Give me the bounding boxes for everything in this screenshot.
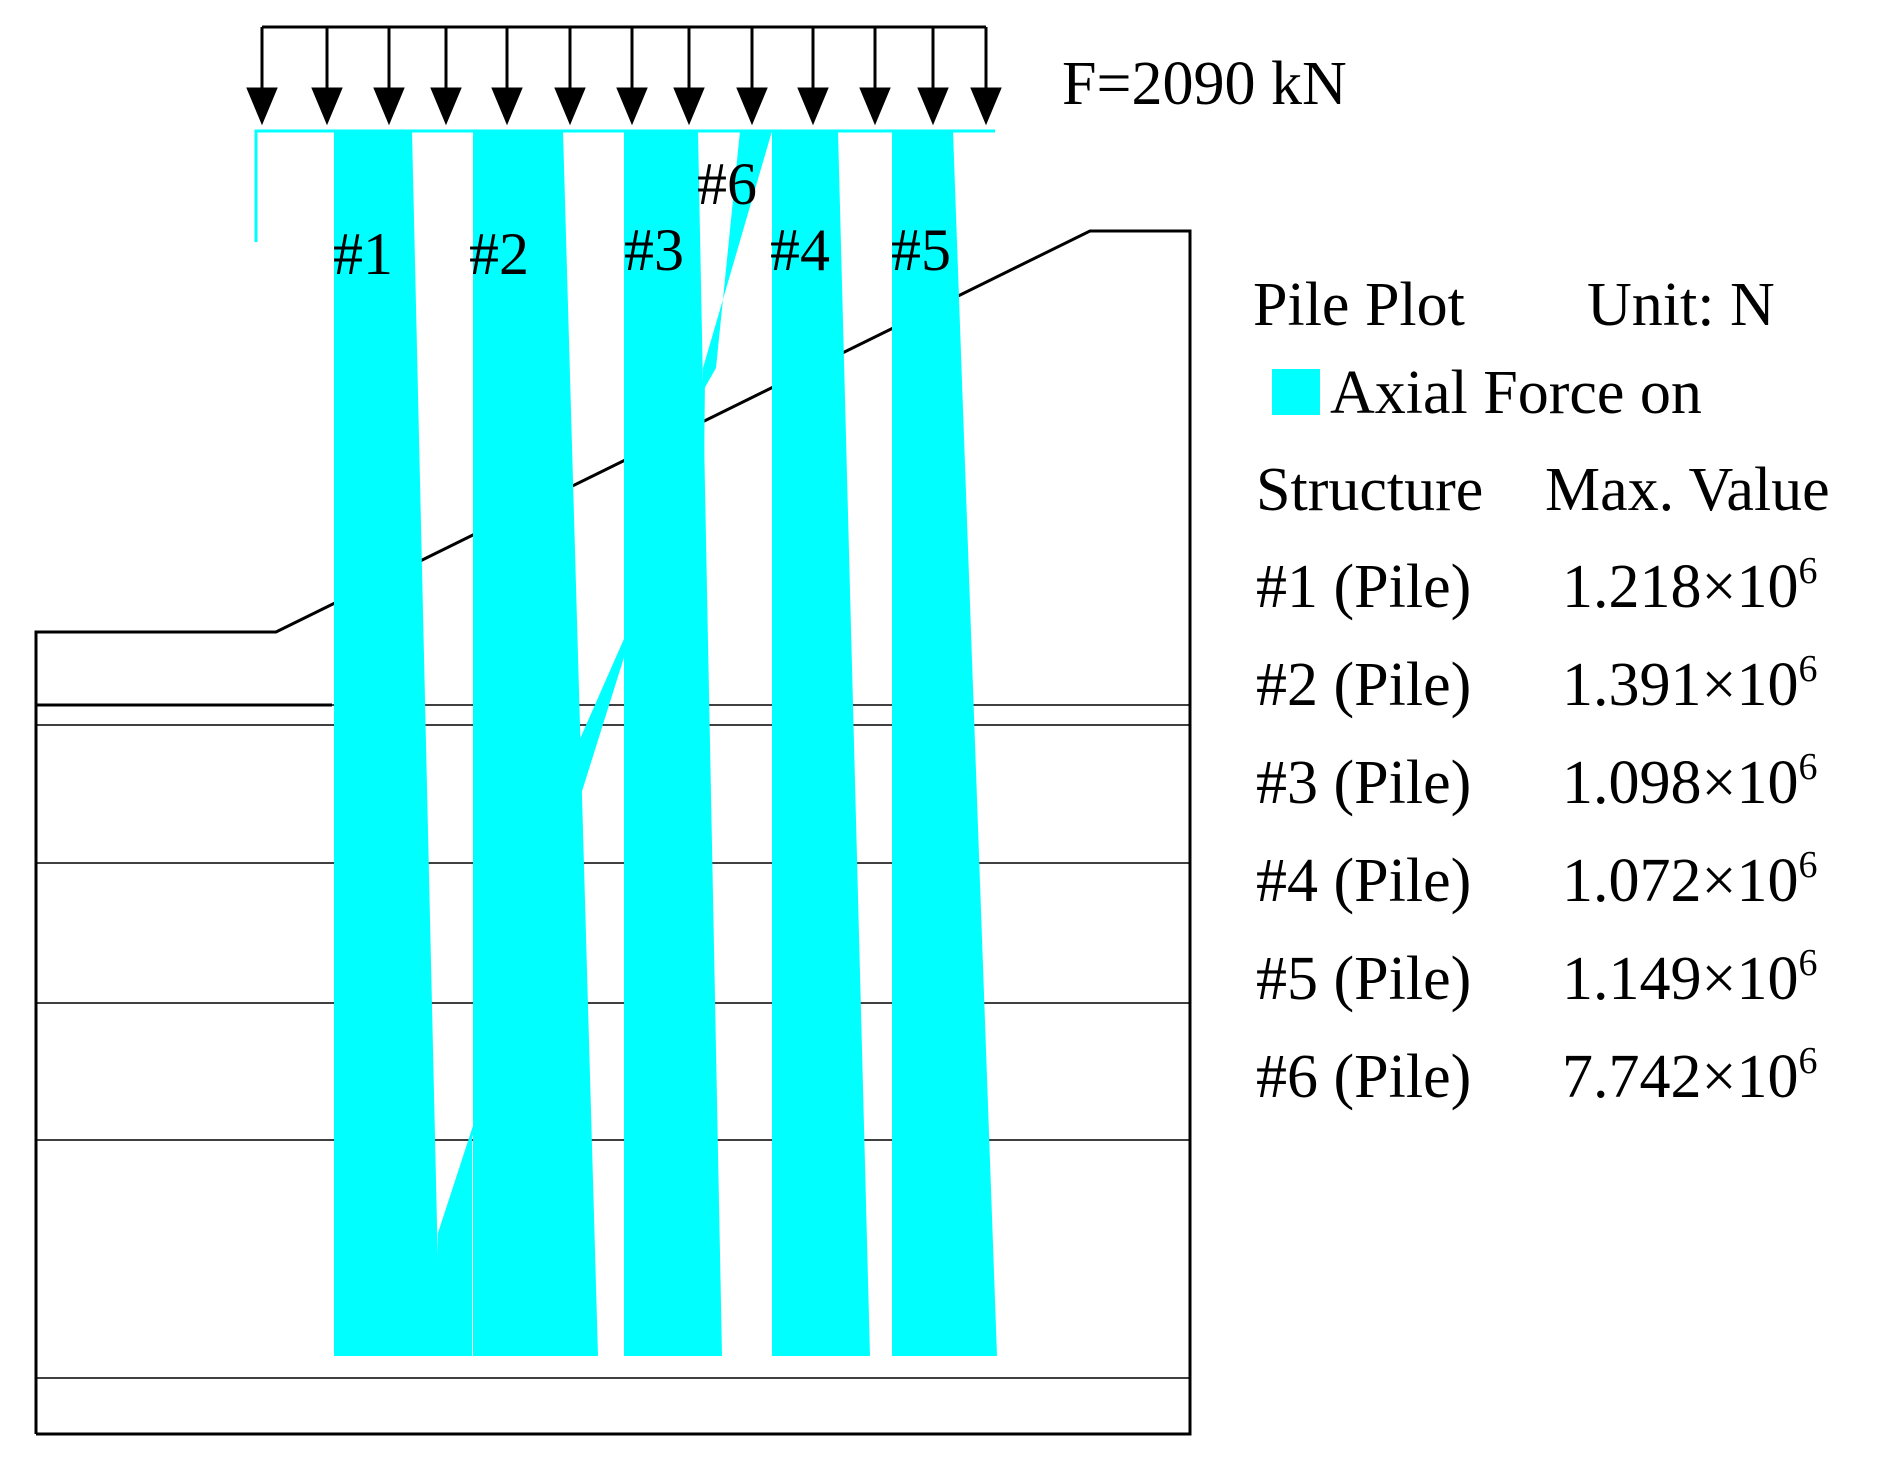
legend-row-structure: #4 (Pile) (1256, 847, 1471, 915)
axial-force-band-pile-2 (473, 131, 598, 1356)
legend: Pile Plot Unit: N Axial Force on Structu… (1253, 271, 1830, 1111)
legend-col-structure: Structure (1256, 456, 1483, 524)
load-arrow-head (917, 87, 949, 126)
legend-row-max-value: 1.098×106 (1562, 746, 1817, 817)
legend-row-max-value: 1.391×106 (1562, 648, 1817, 719)
legend-item-label: Axial Force on (1330, 359, 1702, 427)
legend-row-max-value: 1.072×106 (1562, 844, 1817, 915)
legend-row-structure: #5 (Pile) (1256, 945, 1471, 1013)
pile-labels: #1 #2 #3 #4 #5 #6 (333, 151, 951, 287)
legend-row-structure: #2 (Pile) (1256, 651, 1471, 719)
legend-row-max-value: 1.149×106 (1562, 942, 1817, 1013)
load-arrow-head (311, 87, 343, 126)
legend-row-max-value: 7.742×106 (1562, 1040, 1817, 1111)
pile-label-1: #1 (333, 221, 393, 287)
legend-row-structure: #1 (Pile) (1256, 553, 1471, 621)
legend-swatch (1272, 369, 1320, 415)
axial-force-diagrams (334, 131, 997, 1356)
load-arrow-head (373, 87, 405, 126)
axial-force-band-pile-4 (772, 131, 870, 1356)
load-label: F=2090 kN (1062, 50, 1347, 118)
legend-title: Pile Plot (1253, 271, 1465, 339)
load-arrow-head (859, 87, 891, 126)
legend-rows: #1 (Pile) 1.218×106 #2 (Pile) 1.391×106 #3 (… (1256, 550, 1817, 1111)
legend-unit: Unit: N (1587, 271, 1775, 339)
legend-row-structure: #3 (Pile) (1256, 749, 1471, 817)
axial-force-band-pile-5 (892, 131, 997, 1356)
soil-profile (34, 229, 1192, 1436)
axial-force-band-pile-1 (334, 131, 440, 1356)
load-arrow-head (797, 87, 829, 126)
load-arrow-head (616, 87, 648, 126)
load-arrow-head (736, 87, 768, 126)
load-arrow-head (246, 87, 278, 126)
legend-row-structure: #6 (Pile) (1256, 1043, 1471, 1111)
axial-force-band-pile-6 (436, 131, 772, 1356)
legend-col-max: Max. Value (1545, 456, 1830, 524)
load-arrow-head (970, 87, 1002, 126)
load-arrow-head (673, 87, 705, 126)
axial-force-band-pile-3 (624, 131, 722, 1356)
load-arrow-head (430, 87, 462, 126)
legend-row-max-value: 1.218×106 (1562, 550, 1817, 621)
distributed-load (246, 25, 1002, 126)
load-arrow-head (554, 87, 586, 126)
load-arrow-head (491, 87, 523, 126)
pile-label-5: #5 (891, 217, 951, 283)
pile-label-3: #3 (624, 217, 684, 283)
pile-label-4: #4 (770, 217, 830, 283)
pile-label-6: #6 (697, 151, 757, 217)
pile-label-2: #2 (469, 221, 529, 287)
ground-surface-line (34, 229, 1192, 1436)
